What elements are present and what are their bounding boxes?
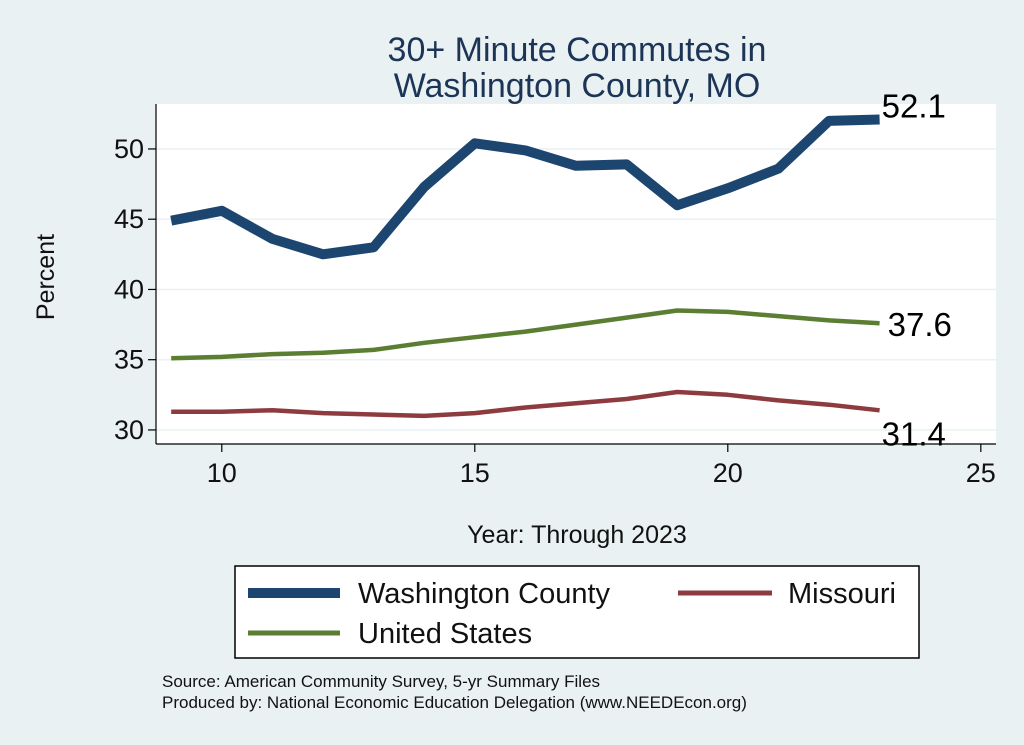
legend-label-washington: Washington County <box>358 578 611 610</box>
source-note: Source: American Community Survey, 5-yr … <box>162 672 600 691</box>
x-tick-label-20: 20 <box>713 458 743 488</box>
end-label-united-states: 37.6 <box>888 306 952 343</box>
y-tick-label-35: 35 <box>114 345 144 375</box>
series-line-united-states <box>171 308 880 361</box>
y-tick-label-50: 50 <box>114 134 144 164</box>
x-tick-label-15: 15 <box>460 458 490 488</box>
x-tick-label-10: 10 <box>207 458 237 488</box>
y-tick-label-40: 40 <box>114 274 144 304</box>
y-tick-label-45: 45 <box>114 204 144 234</box>
x-tick-label-25: 25 <box>966 458 996 488</box>
end-labels: 52.1 37.6 31.4 <box>882 87 952 452</box>
producer-note: Produced by: National Economic Education… <box>162 693 747 712</box>
y-tick-label-30: 30 <box>114 415 144 445</box>
legend-label-united-states: United States <box>358 618 532 650</box>
chart-title-line-2: Washington County, MO <box>394 67 761 105</box>
chart-title-line-1: 30+ Minute Commutes in <box>388 31 767 69</box>
plot-area <box>156 104 996 444</box>
series-line-washington-county <box>170 114 880 260</box>
series-line-missouri <box>171 389 880 419</box>
y-axis-label: Percent <box>32 234 60 320</box>
end-label-washington-county: 52.1 <box>882 87 946 124</box>
legend-box <box>234 565 920 659</box>
legend-label-missouri: Missouri <box>788 578 896 610</box>
x-axis-label: Year: Through 2023 <box>467 521 687 549</box>
axes: 30 35 40 45 50 10 15 20 25 <box>114 104 996 488</box>
series-lines <box>170 114 880 419</box>
gridlines <box>156 148 996 431</box>
end-label-missouri: 31.4 <box>882 415 946 452</box>
